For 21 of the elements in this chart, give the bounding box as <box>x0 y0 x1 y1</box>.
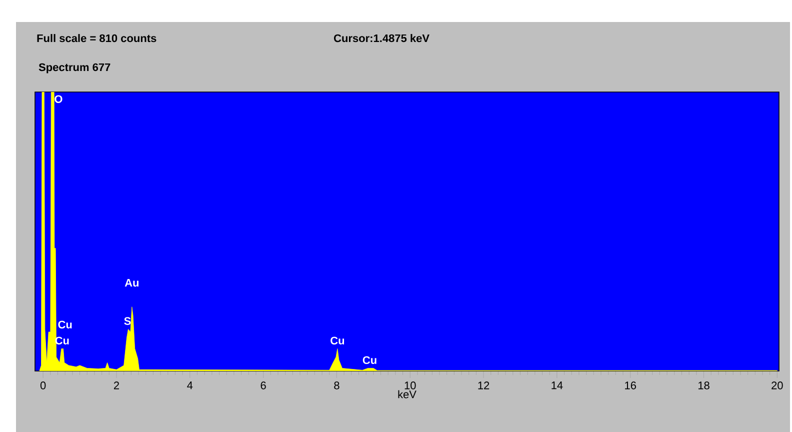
x-tick-label: 4 <box>187 382 193 390</box>
annotation: Cu <box>362 356 376 364</box>
x-tick-label: 18 <box>698 382 710 390</box>
annotation: Au <box>124 278 139 287</box>
text: Full scale = 810 counts <box>37 34 156 42</box>
x-tick-label: 0 <box>40 382 46 390</box>
chart-title: Spectrum 677 <box>38 63 110 74</box>
annotation: O <box>54 95 62 103</box>
x-tick-label: 16 <box>625 382 636 390</box>
x-tick-label: 2 <box>114 382 119 390</box>
x-tick-label: 14 <box>552 382 563 390</box>
annotation: Cu <box>330 336 344 344</box>
annotation: S <box>124 317 131 325</box>
x-tick-label: 20 <box>772 382 783 390</box>
text: Cursor:1.4875 keV <box>334 34 430 42</box>
x-tick-label: 6 <box>260 382 266 390</box>
x-tick-label: 10 <box>404 382 416 390</box>
x-tick-label: 8 <box>334 382 340 390</box>
x-axis-title: keV <box>398 390 416 398</box>
x-tick-label: 12 <box>478 382 490 390</box>
annotation: Cu <box>58 320 72 328</box>
